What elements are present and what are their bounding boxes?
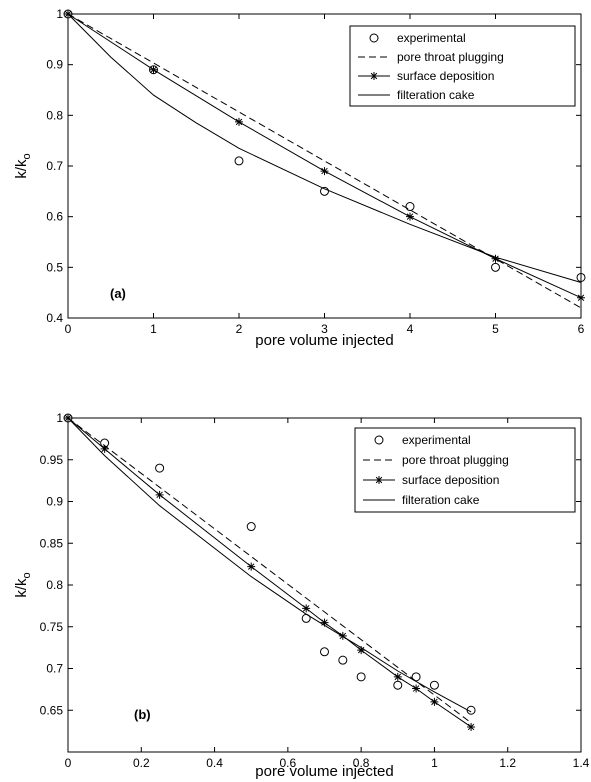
x-tick-label: 0	[65, 322, 72, 336]
x-tick-label: 4	[407, 322, 414, 336]
x-tick-label: 0.2	[133, 756, 150, 770]
filteration-cake-line	[67, 13, 582, 283]
x-tick-label: 0.6	[280, 756, 297, 770]
panel-label: (a)	[110, 286, 126, 301]
experimental-marker	[320, 186, 329, 196]
y-tick-label: 1	[56, 411, 63, 425]
y-tick-label: 0.5	[46, 260, 63, 274]
experimental-marker	[155, 463, 165, 473]
x-axis-label: pore volume injected	[255, 332, 393, 349]
legend-entry-label: filteration cake	[397, 88, 475, 102]
filteration-cake-line	[67, 417, 472, 713]
legend-entry-label: experimental	[397, 31, 466, 45]
legend-entry-label: surface deposition	[397, 69, 494, 83]
surface-deposition-marker	[412, 684, 421, 693]
legend: experimental pore throat plugging surface …	[349, 25, 576, 107]
plot-area	[63, 9, 586, 309]
legend-entry-label: experimental	[402, 433, 471, 447]
surface-deposition-marker	[247, 562, 256, 571]
experimental-marker	[429, 680, 439, 690]
y-tick-label: 0.6	[46, 210, 63, 224]
chart-panel-b: 0 0.2 0.4 0.6 0.8 1 1.2 1.4 0.65 0.7 0.75 0.8 0.85 0.…	[13, 411, 590, 780]
y-tick-label: 0.4	[46, 311, 63, 325]
x-tick-label: 0	[65, 756, 72, 770]
experimental-marker	[393, 680, 403, 690]
legend: experimental pore throat plugging surface …	[354, 427, 576, 513]
x-tick-label: 0.4	[206, 756, 223, 770]
y-axis-label: k/ko	[13, 153, 33, 178]
y-axis-label: k/ko	[13, 572, 33, 597]
y-tick-label: 0.7	[46, 159, 63, 173]
surface-deposition-marker	[406, 212, 414, 221]
surface-deposition-marker	[100, 444, 109, 453]
experimental-marker	[356, 672, 366, 682]
x-tick-label: 3	[321, 322, 328, 336]
surface-deposition-marker	[491, 254, 500, 263]
surface-deposition-marker	[155, 490, 164, 499]
y-tick-label: 0.7	[46, 662, 63, 676]
plot-area	[63, 413, 476, 731]
legend-entry-label: surface deposition	[402, 473, 499, 487]
chart-panel-a: 0 1 2 3 4 5 6 0.4 0.5 0.6 0.7 0.8 0.9 1 pore volume in…	[13, 7, 586, 349]
y-axis-label-subscript: o	[21, 572, 33, 578]
experimental-marker	[411, 672, 421, 682]
legend-symbol-star	[370, 72, 378, 80]
x-tick-label: 5	[492, 322, 499, 336]
experimental-marker	[234, 156, 244, 166]
y-tick-label: 0.65	[40, 703, 64, 717]
surface-deposition-marker	[235, 117, 243, 126]
y-axis-label-subscript: o	[21, 153, 33, 159]
experimental-marker	[320, 647, 329, 657]
legend-entry-label: filteration cake	[402, 493, 480, 507]
surface-deposition-marker	[357, 646, 366, 655]
experimental-marker	[246, 522, 256, 532]
x-tick-label: 1	[431, 756, 438, 770]
x-tick-label: 6	[578, 322, 585, 336]
surface-deposition-marker	[149, 65, 158, 74]
experimental-marker	[576, 272, 586, 282]
y-tick-label: 0.85	[40, 536, 64, 550]
x-tick-label: 1.2	[499, 756, 516, 770]
experimental-marker	[405, 202, 415, 212]
x-tick-label: 0.8	[353, 756, 370, 770]
surface-deposition-marker	[302, 604, 311, 613]
x-axis-label: pore volume injected	[255, 763, 393, 780]
y-tick-label: 0.75	[40, 620, 64, 634]
x-tick-label: 2	[236, 322, 243, 336]
y-tick-label: 0.95	[40, 453, 64, 467]
x-tick-label: 1.4	[573, 756, 590, 770]
legend-box	[349, 25, 576, 107]
surface-deposition-marker	[430, 697, 439, 706]
y-axis-label-main: k/k	[13, 578, 30, 598]
y-tick-label: 0.8	[46, 578, 63, 592]
surface-deposition-line	[67, 417, 472, 728]
y-tick-label: 0.9	[46, 495, 63, 509]
y-tick-label: 0.8	[46, 108, 63, 122]
experimental-marker	[491, 262, 500, 272]
surface-deposition-marker	[320, 618, 329, 627]
surface-deposition-marker	[467, 722, 476, 731]
surface-deposition-marker	[320, 167, 329, 176]
surface-deposition-marker	[577, 293, 585, 302]
legend-symbol-experimental	[369, 33, 379, 43]
y-tick-label: 1	[56, 7, 63, 21]
pore-throat-plugging-line	[67, 417, 472, 724]
y-axis-label-main: k/k	[13, 159, 30, 179]
surface-deposition-marker	[393, 672, 402, 681]
experimental-marker	[338, 655, 348, 665]
legend-symbol-experimental	[374, 435, 384, 445]
legend-symbol-star	[375, 476, 383, 484]
legend-box	[354, 427, 576, 513]
legend-entry-label: pore throat plugging	[397, 50, 504, 64]
x-tick-label: 1	[150, 322, 157, 336]
panel-label: (b)	[134, 707, 151, 722]
legend-entry-label: pore throat plugging	[402, 453, 509, 467]
y-tick-label: 0.9	[46, 58, 63, 72]
